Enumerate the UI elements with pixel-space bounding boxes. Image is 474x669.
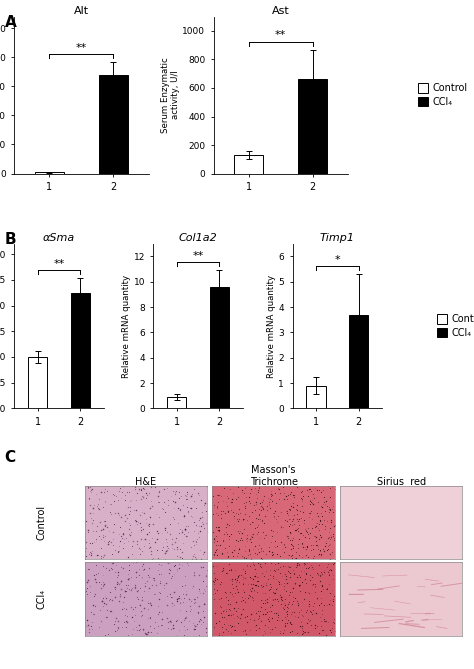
- Title: Timp1: Timp1: [320, 233, 355, 243]
- Text: H&E: H&E: [135, 477, 156, 487]
- Bar: [35, 172, 64, 173]
- Text: A: A: [5, 15, 17, 30]
- Title: Alt: Alt: [74, 6, 89, 16]
- Text: B: B: [5, 232, 17, 247]
- Text: **: **: [275, 30, 286, 40]
- Y-axis label: Serum Enzymatic
activity, U/l: Serum Enzymatic activity, U/l: [161, 58, 180, 133]
- Text: **: **: [192, 251, 204, 261]
- Text: **: **: [76, 43, 87, 53]
- Text: C: C: [5, 450, 16, 464]
- Bar: [298, 80, 327, 173]
- Bar: [167, 397, 186, 408]
- Title: Col1a2: Col1a2: [179, 233, 218, 243]
- Text: **: **: [53, 259, 64, 269]
- Y-axis label: Relative mRNA quantity: Relative mRNA quantity: [267, 274, 276, 377]
- Bar: [306, 385, 326, 408]
- Bar: [210, 287, 229, 408]
- Y-axis label: Relative mRNA quantity: Relative mRNA quantity: [122, 274, 131, 377]
- Bar: [349, 314, 368, 408]
- Title: αSma: αSma: [43, 233, 75, 243]
- Legend: Control, CCl₄: Control, CCl₄: [437, 314, 474, 338]
- Bar: [99, 75, 128, 173]
- Text: CCl₄: CCl₄: [36, 589, 46, 609]
- Text: *: *: [335, 255, 340, 265]
- Bar: [234, 155, 263, 173]
- Bar: [71, 292, 90, 408]
- Title: Ast: Ast: [272, 6, 290, 16]
- Bar: [28, 357, 47, 408]
- Text: Control: Control: [36, 505, 46, 540]
- Text: Masson's
Trichrome: Masson's Trichrome: [250, 465, 298, 487]
- Text: Sirius  red: Sirius red: [377, 477, 426, 487]
- Legend: Control, CCl₄: Control, CCl₄: [418, 84, 467, 107]
